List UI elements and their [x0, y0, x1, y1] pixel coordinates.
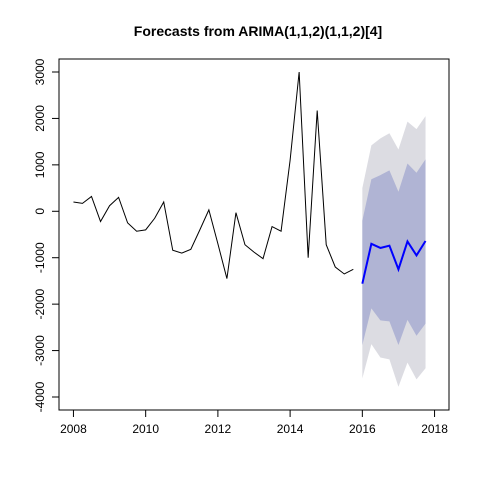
- y-tick-label: 1000: [33, 151, 47, 178]
- y-tick-label: -1000: [33, 242, 47, 273]
- y-tick-label: -3000: [33, 335, 47, 366]
- y-tick-label: -2000: [33, 288, 47, 319]
- x-tick-label: 2010: [132, 422, 159, 436]
- x-tick-label: 2018: [421, 422, 448, 436]
- x-tick-label: 2014: [277, 422, 304, 436]
- forecast-mean-line: [361, 239, 427, 284]
- x-tick-label: 2012: [205, 422, 232, 436]
- x-tick-label: 2008: [60, 422, 87, 436]
- prediction-intervals: [362, 116, 426, 387]
- series-lines: [73, 71, 427, 284]
- y-tick-label: 2000: [33, 105, 47, 132]
- y-tick-label: -4000: [33, 381, 47, 412]
- band-80: [362, 159, 426, 345]
- y-tick-label: 3000: [33, 58, 47, 85]
- y-tick-label: 0: [33, 208, 47, 215]
- x-axis: 2008 2010 2012 2014 2016 2018: [60, 409, 448, 436]
- y-axis: -4000 -3000 -2000 -1000 0 1000 2000 3000: [33, 58, 60, 412]
- chart-title: Forecasts from ARIMA(1,1,2)(1,1,2)[4]: [134, 23, 382, 39]
- history-line: [73, 71, 354, 279]
- x-tick-label: 2016: [349, 422, 376, 436]
